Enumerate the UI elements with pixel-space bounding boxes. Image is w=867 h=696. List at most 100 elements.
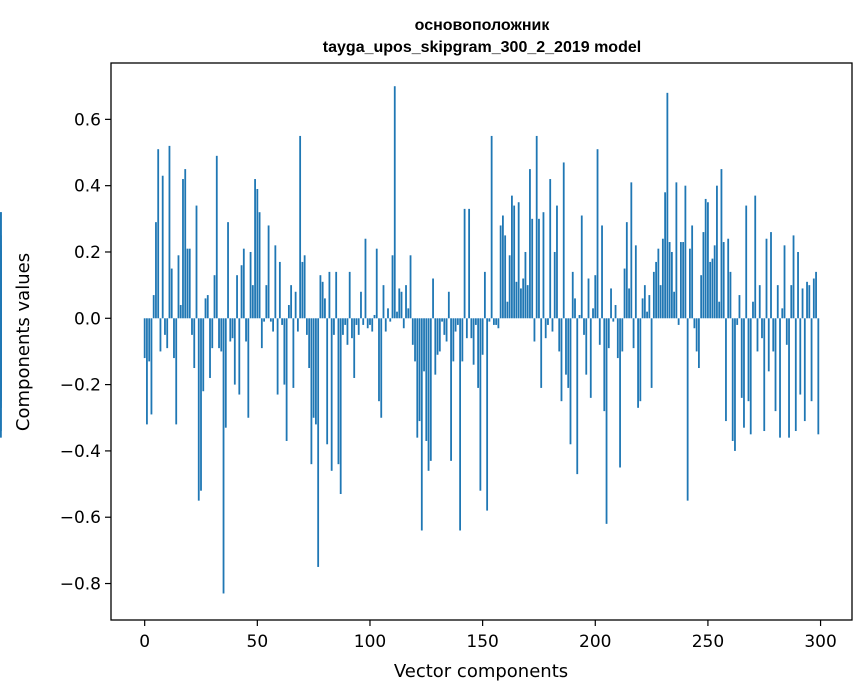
bar xyxy=(684,185,687,319)
bar xyxy=(468,208,471,319)
bar xyxy=(565,318,567,375)
bar xyxy=(675,182,678,319)
bar xyxy=(360,291,362,319)
bar xyxy=(254,179,256,319)
bar xyxy=(592,308,594,319)
bar xyxy=(598,318,601,345)
bar xyxy=(745,205,748,319)
bar xyxy=(569,318,572,445)
bar xyxy=(407,308,410,319)
bar xyxy=(321,281,324,319)
bar xyxy=(743,318,745,428)
x-tick-label: 50 xyxy=(247,632,269,652)
bar xyxy=(722,242,725,319)
bar xyxy=(549,179,552,319)
bar xyxy=(621,318,624,352)
bar xyxy=(454,318,457,332)
bar xyxy=(486,318,489,511)
bar xyxy=(357,318,360,335)
bar xyxy=(511,195,513,319)
bar xyxy=(393,86,396,319)
bar xyxy=(166,318,169,349)
bar xyxy=(515,281,518,319)
bar xyxy=(337,318,340,465)
bar xyxy=(294,291,297,319)
bar xyxy=(152,295,155,319)
bar xyxy=(767,318,770,372)
bar xyxy=(447,291,450,319)
bar xyxy=(529,169,531,319)
bar xyxy=(605,318,608,524)
bar xyxy=(522,278,525,319)
bar xyxy=(526,285,529,319)
x-tick-label: 100 xyxy=(354,632,386,652)
bar xyxy=(779,318,781,438)
bar xyxy=(342,318,344,335)
bar xyxy=(538,218,540,319)
bar xyxy=(148,318,151,362)
bar xyxy=(324,298,326,319)
bar xyxy=(425,318,428,441)
bar xyxy=(238,318,241,395)
bar xyxy=(637,318,639,408)
bar xyxy=(583,318,585,335)
bar xyxy=(502,215,504,319)
bar xyxy=(215,155,218,319)
bar xyxy=(227,222,229,319)
bar xyxy=(718,301,721,319)
bar xyxy=(803,318,806,422)
bar xyxy=(774,318,777,412)
bar xyxy=(443,318,446,335)
bar xyxy=(713,245,716,319)
bar xyxy=(400,291,403,319)
bar xyxy=(330,318,333,471)
bar xyxy=(776,285,779,319)
bar xyxy=(504,235,507,319)
bar xyxy=(632,318,635,349)
chart-title: основоположник xyxy=(415,17,551,34)
bar xyxy=(623,268,626,319)
bar xyxy=(396,311,398,319)
bar xyxy=(326,318,329,445)
bar xyxy=(657,248,660,319)
y-axis-label: Components values xyxy=(13,253,34,431)
bar xyxy=(612,318,615,322)
bar xyxy=(580,215,583,319)
bar xyxy=(558,318,561,352)
bar xyxy=(479,318,482,491)
bar xyxy=(409,255,412,319)
bar xyxy=(274,245,277,319)
bar xyxy=(269,318,272,322)
bar xyxy=(416,318,419,438)
bar xyxy=(197,318,200,501)
bar xyxy=(353,318,356,378)
bar xyxy=(544,318,547,339)
bar xyxy=(641,298,644,319)
bar xyxy=(794,318,797,432)
x-tick-label: 150 xyxy=(466,632,498,652)
bar xyxy=(679,242,682,319)
bar xyxy=(661,238,664,319)
bar xyxy=(707,202,709,319)
bar xyxy=(628,288,630,319)
bar xyxy=(378,318,380,402)
bar xyxy=(616,318,619,359)
bar xyxy=(143,318,146,359)
bar xyxy=(182,179,184,319)
bar xyxy=(168,145,171,319)
bar xyxy=(817,318,820,435)
bar xyxy=(220,318,223,352)
bar xyxy=(382,285,385,319)
bar xyxy=(427,318,430,471)
bar xyxy=(734,318,736,451)
bar xyxy=(229,318,232,342)
bar xyxy=(594,275,597,319)
bar xyxy=(619,318,621,468)
bar xyxy=(414,318,416,362)
bar xyxy=(258,212,261,319)
bar xyxy=(429,318,432,461)
bar xyxy=(812,278,815,319)
bar xyxy=(610,288,612,319)
bar xyxy=(150,318,153,415)
